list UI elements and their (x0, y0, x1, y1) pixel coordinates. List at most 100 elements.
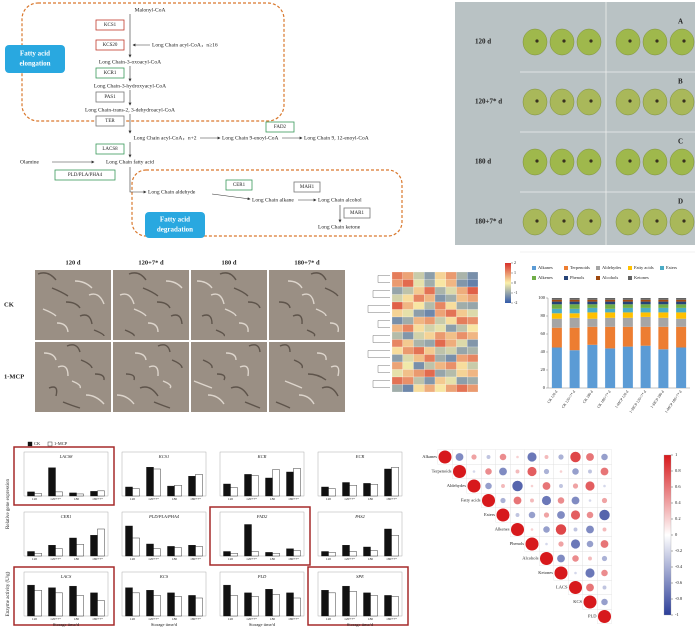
bar (342, 585, 350, 617)
correlation-circle (472, 470, 476, 473)
enzyme: MAH1 (300, 185, 315, 190)
x-tick-label: 180 (270, 497, 276, 501)
heatmap-cell (456, 354, 468, 363)
micrograph (269, 342, 345, 412)
texture (80, 359, 93, 369)
x-tick-label: 180 (172, 557, 178, 561)
bar (342, 545, 350, 557)
correlation-circle (588, 499, 592, 502)
enzyme: PLD/PLA/PHA4 (68, 173, 103, 178)
heatmap-cell (434, 384, 446, 393)
correlation-circle (558, 541, 564, 547)
bar-segment (622, 312, 633, 318)
panel-letter: C (678, 138, 683, 146)
heatmap-cell (467, 279, 479, 288)
correlation-circle (515, 513, 520, 517)
texture (94, 373, 105, 381)
texture (43, 352, 57, 361)
bar (265, 552, 273, 557)
enzyme: LACS8 (102, 147, 118, 152)
fruit-spot (655, 219, 659, 223)
metabolite: Long Chain-trans-2, 3-dehydroacyl-CoA (85, 107, 175, 113)
heatmap-cell (402, 286, 414, 295)
bar (391, 596, 399, 617)
texture (170, 314, 183, 325)
bar-segment (640, 304, 651, 308)
texture (298, 394, 315, 405)
bar-segment (569, 317, 580, 328)
texture (48, 386, 58, 397)
dendrogram (367, 350, 390, 358)
heatmap-cell (402, 316, 414, 325)
fruit-spot (535, 39, 539, 43)
texture (74, 280, 93, 289)
x-tick-label: 120+7* (246, 497, 257, 501)
dendrogram (372, 335, 390, 343)
bar (27, 551, 35, 557)
x-tick-label: 180 (172, 617, 178, 621)
panel-frame (23, 571, 109, 617)
fruit-spot (682, 99, 686, 103)
fruit (669, 28, 695, 56)
texture (202, 359, 213, 369)
bar (69, 585, 77, 617)
texture (147, 322, 159, 333)
bar (69, 537, 77, 557)
enzyme-box (95, 91, 125, 103)
fruit (615, 208, 641, 236)
texture (156, 301, 171, 309)
bar (384, 468, 392, 497)
legend-swatch (596, 266, 600, 270)
metabolite: Long Chain alkane (252, 197, 294, 203)
texture (316, 352, 327, 361)
bar (349, 551, 357, 557)
correlation-circle (525, 537, 539, 551)
fruit (642, 28, 668, 56)
heatmap-cell (424, 331, 436, 340)
panel-frame (121, 451, 207, 497)
bar-segment (622, 298, 633, 300)
panel-frame (317, 571, 403, 617)
cell-frame (597, 609, 612, 624)
texture (134, 352, 147, 361)
colorbar-label: 0 (675, 532, 678, 537)
heatmap-cell (391, 346, 403, 355)
bar (167, 485, 175, 497)
x-tick-label: 1-MCP 120+7* d (629, 390, 648, 414)
heatmap-cell (434, 331, 446, 340)
x-tick-label: 120+7* (148, 557, 159, 561)
fruit (522, 28, 548, 56)
heatmap-cell (434, 369, 446, 378)
degradation-label: Fatty acid (160, 216, 190, 224)
colorbar-label: 0.8 (675, 468, 681, 473)
bar (370, 484, 378, 497)
colorbar-label: 0.4 (675, 500, 681, 505)
heatmap-cell (445, 301, 457, 310)
micrographs: 120 d 120+7* d 180 d 180+7* d CK 1-MCP (4, 259, 345, 412)
panel-frame (219, 451, 305, 497)
texture (238, 322, 249, 333)
heatmap-cell (402, 324, 414, 333)
panel-title: KCS (159, 574, 169, 579)
metabolite: Long Chain 9, 12-enoyl-CoA (304, 135, 369, 141)
arrow (211, 193, 251, 201)
bar-segment (551, 298, 562, 300)
fruit-spot (682, 219, 686, 223)
bar-segment (587, 301, 598, 305)
correlation-circle (539, 551, 554, 566)
heatmap-cell (467, 369, 479, 378)
bar (97, 528, 105, 557)
bar (370, 550, 378, 557)
fruit (522, 148, 548, 176)
panel-title: PLD (257, 574, 267, 579)
heatmap-cell (467, 271, 479, 280)
bar-segment (587, 312, 598, 319)
fruit-spot (628, 159, 632, 163)
bar (153, 468, 161, 497)
bar-segment (587, 299, 598, 302)
bar-segment (640, 316, 651, 327)
texture (116, 394, 135, 405)
heatmap-cell (456, 331, 468, 340)
heatmap-cell (445, 286, 457, 295)
highlight-frame (209, 506, 311, 566)
